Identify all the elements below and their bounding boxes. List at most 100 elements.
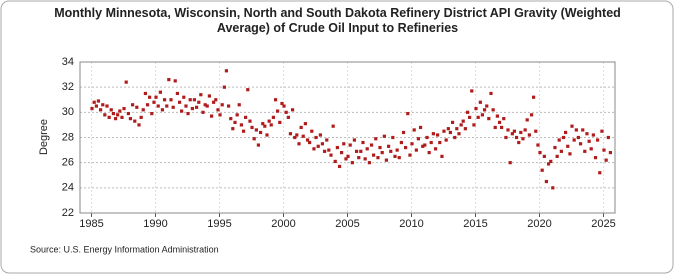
point — [357, 156, 361, 160]
point — [495, 114, 499, 118]
point — [523, 128, 527, 132]
point — [301, 134, 305, 138]
point — [504, 135, 508, 140]
point — [327, 148, 331, 152]
point — [308, 140, 312, 145]
point — [369, 143, 374, 147]
y-tick-label: 30 — [62, 106, 74, 118]
point — [491, 108, 495, 112]
point — [468, 115, 472, 119]
point — [442, 129, 446, 133]
point — [497, 120, 502, 124]
point — [188, 98, 192, 102]
point — [589, 147, 593, 151]
point — [335, 145, 339, 150]
point — [169, 98, 173, 102]
point — [190, 106, 194, 111]
point — [399, 140, 403, 145]
point — [96, 99, 101, 103]
point — [350, 161, 354, 165]
point — [105, 104, 109, 108]
point — [214, 98, 218, 102]
point — [322, 149, 327, 153]
point — [333, 159, 337, 164]
point — [536, 143, 540, 147]
y-tick-label: 24 — [62, 182, 74, 194]
point — [139, 115, 143, 119]
point — [331, 124, 335, 128]
point — [506, 128, 510, 132]
point — [389, 149, 393, 153]
point — [128, 117, 133, 121]
source: Source: U.S. Energy Information Administ… — [30, 244, 219, 254]
point — [224, 69, 229, 73]
point — [510, 132, 514, 136]
point — [154, 95, 158, 99]
point — [401, 130, 406, 135]
point — [284, 110, 288, 114]
point — [587, 139, 591, 143]
point — [158, 90, 162, 94]
point — [113, 117, 118, 121]
point — [476, 115, 480, 119]
x-tick-label: 1995 — [207, 218, 231, 230]
point — [180, 109, 184, 113]
point — [165, 104, 169, 108]
point — [293, 135, 297, 140]
point — [459, 123, 463, 127]
point — [517, 140, 521, 145]
point — [578, 142, 583, 146]
point — [585, 132, 589, 136]
point — [150, 111, 154, 116]
point — [182, 95, 186, 99]
point — [295, 133, 299, 137]
point — [465, 110, 470, 114]
point — [521, 137, 525, 141]
point — [519, 130, 523, 135]
point — [529, 113, 534, 117]
point — [478, 100, 482, 104]
point — [354, 149, 359, 153]
point — [348, 143, 352, 147]
point — [561, 135, 566, 140]
point — [250, 125, 254, 130]
point — [233, 120, 237, 124]
point — [303, 122, 307, 126]
point — [534, 129, 538, 133]
point — [542, 154, 546, 158]
point — [263, 124, 267, 128]
point — [404, 145, 408, 150]
point — [500, 125, 504, 130]
point — [244, 115, 248, 119]
point — [163, 98, 167, 102]
point — [344, 157, 348, 161]
point — [421, 144, 425, 148]
point — [433, 147, 438, 151]
point — [593, 156, 598, 160]
point — [320, 142, 325, 146]
point — [591, 133, 595, 137]
point — [380, 151, 384, 155]
point — [444, 138, 448, 142]
point — [237, 103, 241, 107]
point — [531, 95, 536, 99]
x-tick-label: 2020 — [527, 218, 551, 230]
point — [209, 114, 214, 118]
point — [455, 127, 459, 131]
point — [576, 135, 580, 140]
point — [487, 117, 491, 121]
point — [438, 140, 442, 145]
point — [474, 106, 478, 111]
point — [203, 103, 207, 107]
point — [90, 106, 94, 111]
point — [99, 108, 103, 112]
x-tick-label: 2025 — [591, 218, 615, 230]
point — [305, 138, 310, 142]
point — [608, 151, 612, 155]
point — [414, 148, 418, 152]
point — [485, 104, 489, 108]
point — [566, 144, 570, 148]
point — [310, 129, 314, 133]
point — [384, 158, 389, 162]
